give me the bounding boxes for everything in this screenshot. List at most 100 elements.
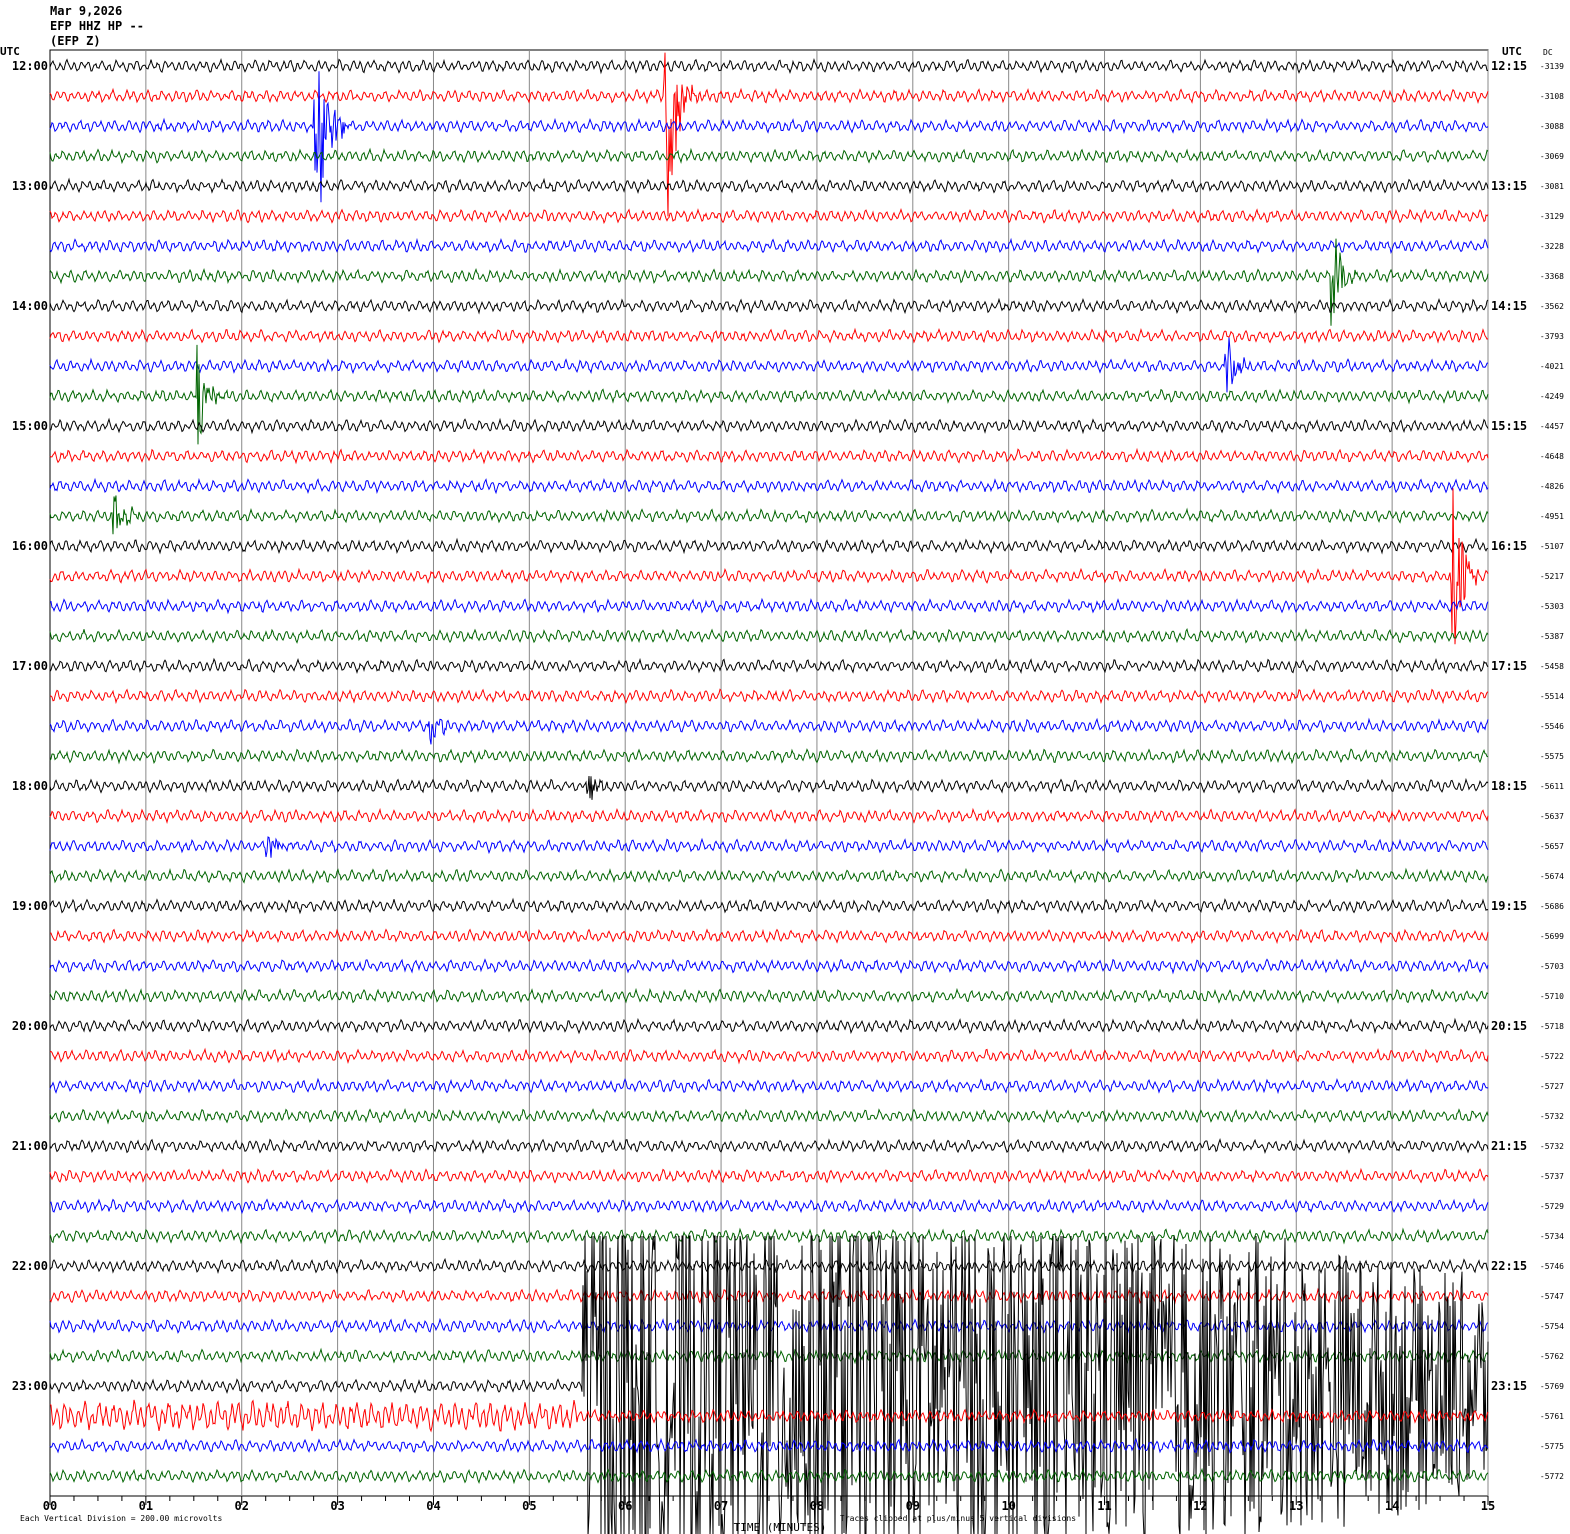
trace-3 [49, 147, 1489, 165]
right-hour-label: 13:15 [1491, 179, 1527, 193]
right-hour-label: 21:15 [1491, 1139, 1527, 1153]
x-tick-label: 11 [1097, 1499, 1111, 1513]
footer-scale-note: Each Vertical Division = 200.00 microvol… [20, 1514, 222, 1523]
left-hour-label: 15:00 [12, 419, 48, 433]
x-tick-label: 05 [522, 1499, 536, 1513]
trace-21 [49, 688, 1489, 705]
dc-header: DC [1543, 48, 1553, 57]
dc-offset-label: -5746 [1540, 1262, 1564, 1271]
trace-27 [49, 867, 1489, 885]
dc-offset-label: -3228 [1540, 242, 1564, 251]
left-hour-label: 19:00 [12, 899, 48, 913]
dc-offset-label: -3139 [1540, 62, 1564, 71]
trace-28 [49, 897, 1489, 915]
trace-47 [49, 1467, 1489, 1485]
trace-32 [49, 1017, 1489, 1035]
dc-offset-label: -4951 [1540, 512, 1564, 521]
trace-15 [49, 495, 1489, 535]
dc-offset-label: -5761 [1540, 1412, 1564, 1421]
dc-offset-label: -5754 [1540, 1322, 1564, 1331]
left-hour-label: 23:00 [12, 1379, 48, 1393]
dc-offset-label: -5387 [1540, 632, 1564, 641]
dc-offset-label: -5727 [1540, 1082, 1564, 1091]
dc-offset-label: -4648 [1540, 452, 1564, 461]
trace-4 [49, 177, 1489, 195]
trace-17 [49, 488, 1489, 645]
dc-offset-label: -5772 [1540, 1472, 1564, 1481]
dc-offset-label: -5637 [1540, 812, 1564, 821]
trace-14 [49, 477, 1489, 495]
x-axis-title: TIME (MINUTES) [734, 1521, 827, 1534]
station-label: EFP HHZ HP -- [50, 19, 144, 33]
dc-offset-label: -5575 [1540, 752, 1564, 761]
dc-offset-label: -5699 [1540, 932, 1564, 941]
trace-35 [49, 1107, 1489, 1125]
right-hour-label: 12:15 [1491, 59, 1527, 73]
trace-38 [49, 1198, 1489, 1215]
trace-24 [49, 775, 1489, 800]
trace-20 [49, 657, 1489, 674]
trace-9 [49, 327, 1489, 345]
trace-29 [49, 928, 1489, 945]
trace-23 [49, 748, 1489, 765]
x-tick-label: 02 [235, 1499, 249, 1513]
left-hour-label: 16:00 [12, 539, 48, 553]
dc-offset-label: -5107 [1540, 542, 1564, 551]
right-hour-label: 14:15 [1491, 299, 1527, 313]
trace-26 [49, 836, 1489, 858]
dc-offset-label: -3368 [1540, 272, 1564, 281]
right-hour-label: 20:15 [1491, 1019, 1527, 1033]
dc-offset-label: -3108 [1540, 92, 1564, 101]
dc-offset-label: -5458 [1540, 662, 1564, 671]
x-tick-label: 15 [1481, 1499, 1495, 1513]
trace-12 [49, 417, 1489, 435]
dc-offset-label: -5217 [1540, 572, 1564, 581]
dc-offset-label: -5769 [1540, 1382, 1564, 1391]
right-hour-label: 18:15 [1491, 779, 1527, 793]
dc-offset-label: -4021 [1540, 362, 1564, 371]
left-hour-label: 22:00 [12, 1259, 48, 1273]
x-tick-label: 01 [139, 1499, 153, 1513]
trace-19 [49, 627, 1489, 644]
trace-36 [49, 1138, 1489, 1155]
left-hour-label: 18:00 [12, 779, 48, 793]
trace-30 [49, 958, 1489, 975]
dc-offset-label: -5732 [1540, 1112, 1564, 1121]
dc-offset-label: -5762 [1540, 1352, 1564, 1361]
dc-offset-label: -5546 [1540, 722, 1564, 731]
trace-45 [49, 1399, 1489, 1433]
dc-offset-label: -5718 [1540, 1022, 1564, 1031]
dc-offset-label: -4249 [1540, 392, 1564, 401]
x-tick-label: 08 [810, 1499, 824, 1513]
dc-offset-label: -3562 [1540, 302, 1564, 311]
right-hour-label: 17:15 [1491, 659, 1527, 673]
dc-offset-label: -3793 [1540, 332, 1564, 341]
left-hour-label: 17:00 [12, 659, 48, 673]
trace-25 [49, 807, 1489, 825]
trace-39 [49, 1227, 1489, 1245]
right-hour-label: 15:15 [1491, 419, 1527, 433]
dc-offset-label: -3069 [1540, 152, 1564, 161]
dc-offset-label: -5686 [1540, 902, 1564, 911]
dc-offset-label: -5734 [1540, 1232, 1564, 1241]
trace-0 [49, 57, 1489, 75]
right-hour-label: 23:15 [1491, 1379, 1527, 1393]
footer-clip-note: Traces clipped at plus/minus 5 vertical … [840, 1514, 1076, 1523]
x-tick-label: 13 [1289, 1499, 1303, 1513]
trace-2 [49, 71, 1489, 203]
trace-46 [49, 1437, 1489, 1454]
dc-offset-label: -4457 [1540, 422, 1564, 431]
trace-6 [49, 237, 1489, 255]
right-hour-label: 19:15 [1491, 899, 1527, 913]
left-hour-label: 21:00 [12, 1139, 48, 1153]
dc-offset-label: -5732 [1540, 1142, 1564, 1151]
left-hour-label: 13:00 [12, 179, 48, 193]
dc-offset-label: -5722 [1540, 1052, 1564, 1061]
trace-31 [49, 987, 1489, 1005]
dc-offset-label: -5657 [1540, 842, 1564, 851]
dc-offset-label: -5747 [1540, 1292, 1564, 1301]
right-axis-label: UTC [1502, 45, 1522, 58]
dc-offset-label: -5611 [1540, 782, 1564, 791]
trace-8 [49, 297, 1489, 315]
